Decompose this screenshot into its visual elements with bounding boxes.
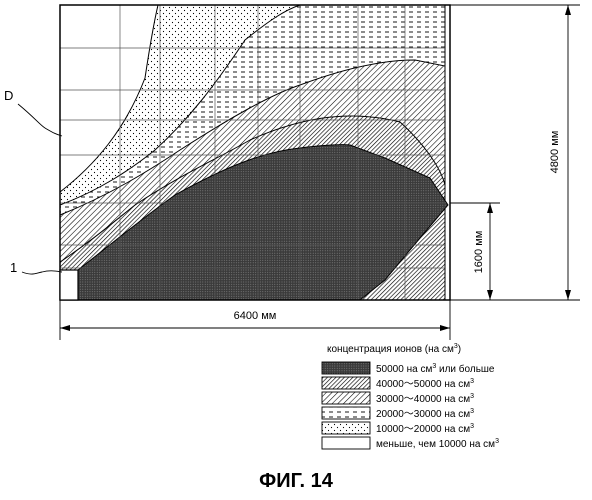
legend-label: 20000～30000 на см3 xyxy=(376,408,474,420)
legend-label: 30000～40000 на см3 xyxy=(376,393,474,405)
legend-swatch xyxy=(322,377,370,389)
callouts: D 1 xyxy=(4,88,62,275)
height-label: 4800 мм xyxy=(549,131,561,174)
label-1: 1 xyxy=(10,260,17,275)
leader-1 xyxy=(22,271,62,274)
figure-caption: ФИГ. 14 xyxy=(0,470,592,493)
legend-label: 10000～20000 на см3 xyxy=(376,423,474,435)
legend-swatch xyxy=(322,437,370,449)
contour-plot xyxy=(60,5,450,300)
legend-swatch xyxy=(322,422,370,434)
legend-swatch xyxy=(322,392,370,404)
legend-label: меньше, чем 10000 на см3 xyxy=(376,438,499,450)
legend-label: 50000 на см3 или больше xyxy=(376,363,495,375)
leader-d xyxy=(18,104,62,136)
legend-label: 40000～50000 на см3 xyxy=(376,378,474,390)
legend-items: 50000 на см3 или больше 40000～50000 на см… xyxy=(322,362,499,450)
element-1-box xyxy=(60,270,78,300)
legend-swatch xyxy=(322,407,370,419)
sub-height-label: 1600 мм xyxy=(473,231,485,274)
width-label: 6400 мм xyxy=(234,310,277,322)
label-d: D xyxy=(4,88,13,103)
legend: концентрация ионов (на см3) 50000 на см3… xyxy=(322,343,499,450)
legend-title: концентрация ионов (на см3) xyxy=(327,343,461,355)
legend-swatch xyxy=(322,362,370,374)
